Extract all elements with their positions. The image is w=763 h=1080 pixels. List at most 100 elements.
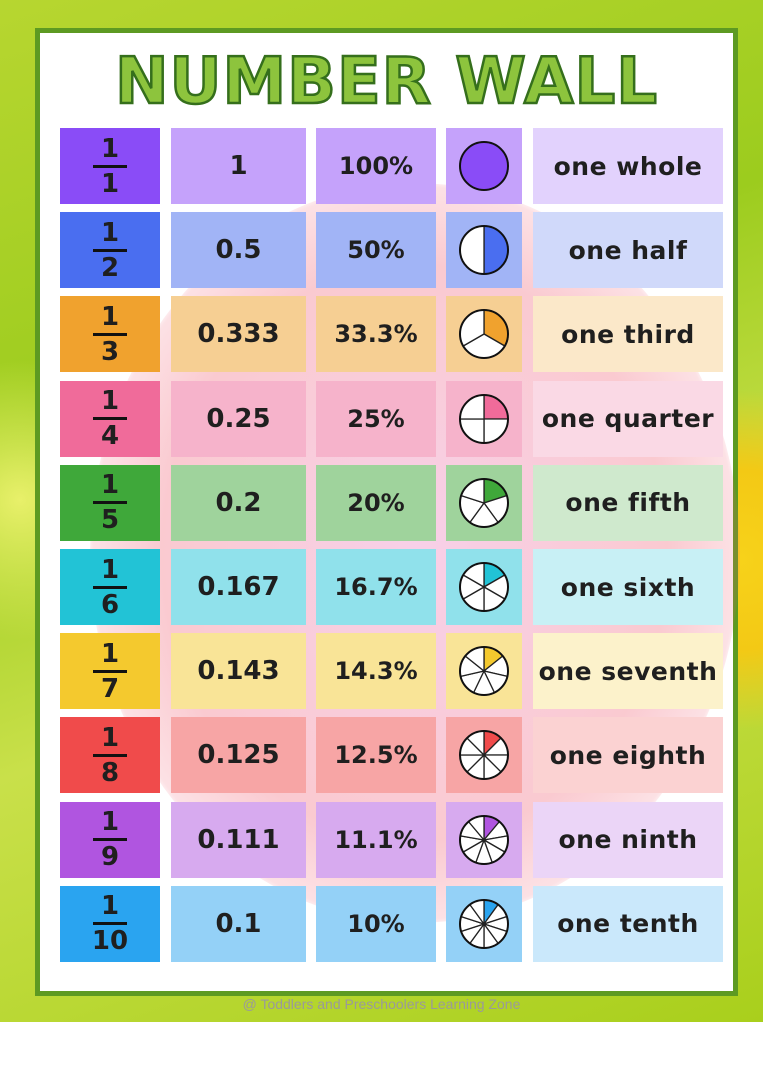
- fraction-pie-icon: [459, 141, 509, 191]
- number-wall-row: 1 2 0.5 50% one half: [60, 212, 723, 289]
- pie-slice: [459, 225, 485, 275]
- number-wall-row: 1 4 0.25 25% one quarter: [60, 380, 723, 457]
- decimal-cell: 0.5: [171, 212, 306, 289]
- fraction-bar: [93, 922, 127, 926]
- fraction-pie-icon: [459, 898, 509, 949]
- denominator: 5: [100, 505, 120, 536]
- fraction-bar: [93, 585, 127, 589]
- fraction-bar: [93, 838, 127, 842]
- fraction-bar: [93, 248, 127, 252]
- denominator: 4: [100, 421, 120, 452]
- fraction-words-cell: one tenth: [533, 885, 723, 962]
- poster-title: NUMBER WALL: [114, 45, 659, 119]
- pie-cell: [446, 296, 522, 373]
- pie-outline: [459, 730, 509, 781]
- credit-line: @ Toddlers and Preschoolers Learning Zon…: [242, 996, 521, 1012]
- pie-cell: [446, 464, 522, 541]
- percent-cell: 25%: [316, 380, 436, 457]
- pie-cell: [446, 885, 522, 962]
- fraction-pie-icon: [459, 562, 509, 612]
- fraction-words-cell: one whole: [533, 128, 723, 204]
- numerator: 1: [100, 807, 120, 838]
- denominator: 8: [100, 757, 120, 788]
- number-wall-row: 1 5 0.2 20% one fifth: [60, 464, 723, 541]
- fraction-bar: [93, 164, 127, 168]
- fraction-pie-icon: [459, 393, 509, 444]
- pie-outline: [459, 309, 509, 360]
- percent-cell: 20%: [316, 464, 436, 541]
- decimal-cell: 0.25: [171, 380, 306, 457]
- number-wall-row: 1 9 0.111 11.1% one ninth: [60, 801, 723, 878]
- pie-outline: [459, 477, 509, 528]
- decimal-cell: 0.1: [171, 885, 306, 962]
- pie-outline: [459, 814, 509, 865]
- pie-outline: [459, 225, 509, 276]
- denominator: 10: [91, 926, 129, 957]
- fraction-words-cell: one third: [533, 296, 723, 373]
- percent-cell: 11.1%: [316, 801, 436, 878]
- fraction-words-cell: one quarter: [533, 380, 723, 457]
- number-wall-row: 1 10 0.1 10% one tenth: [60, 885, 723, 962]
- denominator: 1: [100, 168, 120, 199]
- percent-cell: 50%: [316, 212, 436, 289]
- fraction-pie-icon: [459, 309, 509, 360]
- percent-cell: 33.3%: [316, 296, 436, 373]
- decimal-cell: 0.125: [171, 717, 306, 794]
- fraction: 1 10: [92, 891, 128, 956]
- fraction-bar: [93, 669, 127, 673]
- fraction-pie-icon: [459, 225, 509, 276]
- fraction-bar: [93, 753, 127, 757]
- number-wall-row: 1 7 0.143 14.3% one seventh: [60, 633, 723, 710]
- pie-slice: [459, 141, 509, 191]
- percent-cell: 12.5%: [316, 717, 436, 794]
- number-wall-row: 1 8 0.125 12.5% one eighth: [60, 717, 723, 794]
- fraction-words-cell: one fifth: [533, 464, 723, 541]
- denominator: 9: [100, 842, 120, 873]
- numerator: 1: [100, 891, 120, 922]
- fraction-pie-icon: [459, 814, 509, 865]
- denominator: 6: [100, 589, 120, 620]
- decimal-cell: 0.167: [171, 549, 306, 625]
- poster-sheet: NUMBER WALL 1 1 1 100% one whole 1 2 0.5 50% one …: [35, 28, 740, 996]
- decimal-cell: 0.2: [171, 464, 306, 541]
- fraction-words-cell: one sixth: [533, 549, 723, 625]
- fraction-words-cell: one eighth: [533, 717, 723, 794]
- pie-cell: [446, 801, 522, 878]
- percent-cell: 14.3%: [316, 633, 436, 710]
- fraction-words-cell: one seventh: [533, 633, 723, 710]
- numerator: 1: [100, 470, 120, 501]
- numerator: 1: [100, 133, 120, 164]
- fraction-bar: [93, 501, 127, 505]
- numerator: 1: [100, 554, 120, 585]
- decimal-cell: 0.111: [171, 801, 306, 878]
- pie-cell: [446, 633, 522, 710]
- numerator: 1: [100, 638, 120, 669]
- number-wall-row: 1 3 0.333 33.3% one third: [60, 296, 723, 373]
- decimal-cell: 0.333: [171, 296, 306, 373]
- denominator: 3: [100, 336, 120, 367]
- fraction-bar: [93, 332, 127, 336]
- pie-outline: [459, 898, 509, 949]
- fraction-pie-icon: [459, 730, 509, 781]
- decimal-cell: 1: [171, 128, 306, 204]
- number-wall-row: 1 1 1 100% one whole: [60, 128, 723, 204]
- pie-outline: [459, 646, 509, 697]
- pie-cell: [446, 717, 522, 794]
- numerator: 1: [100, 217, 120, 248]
- pie-cell: [446, 128, 522, 204]
